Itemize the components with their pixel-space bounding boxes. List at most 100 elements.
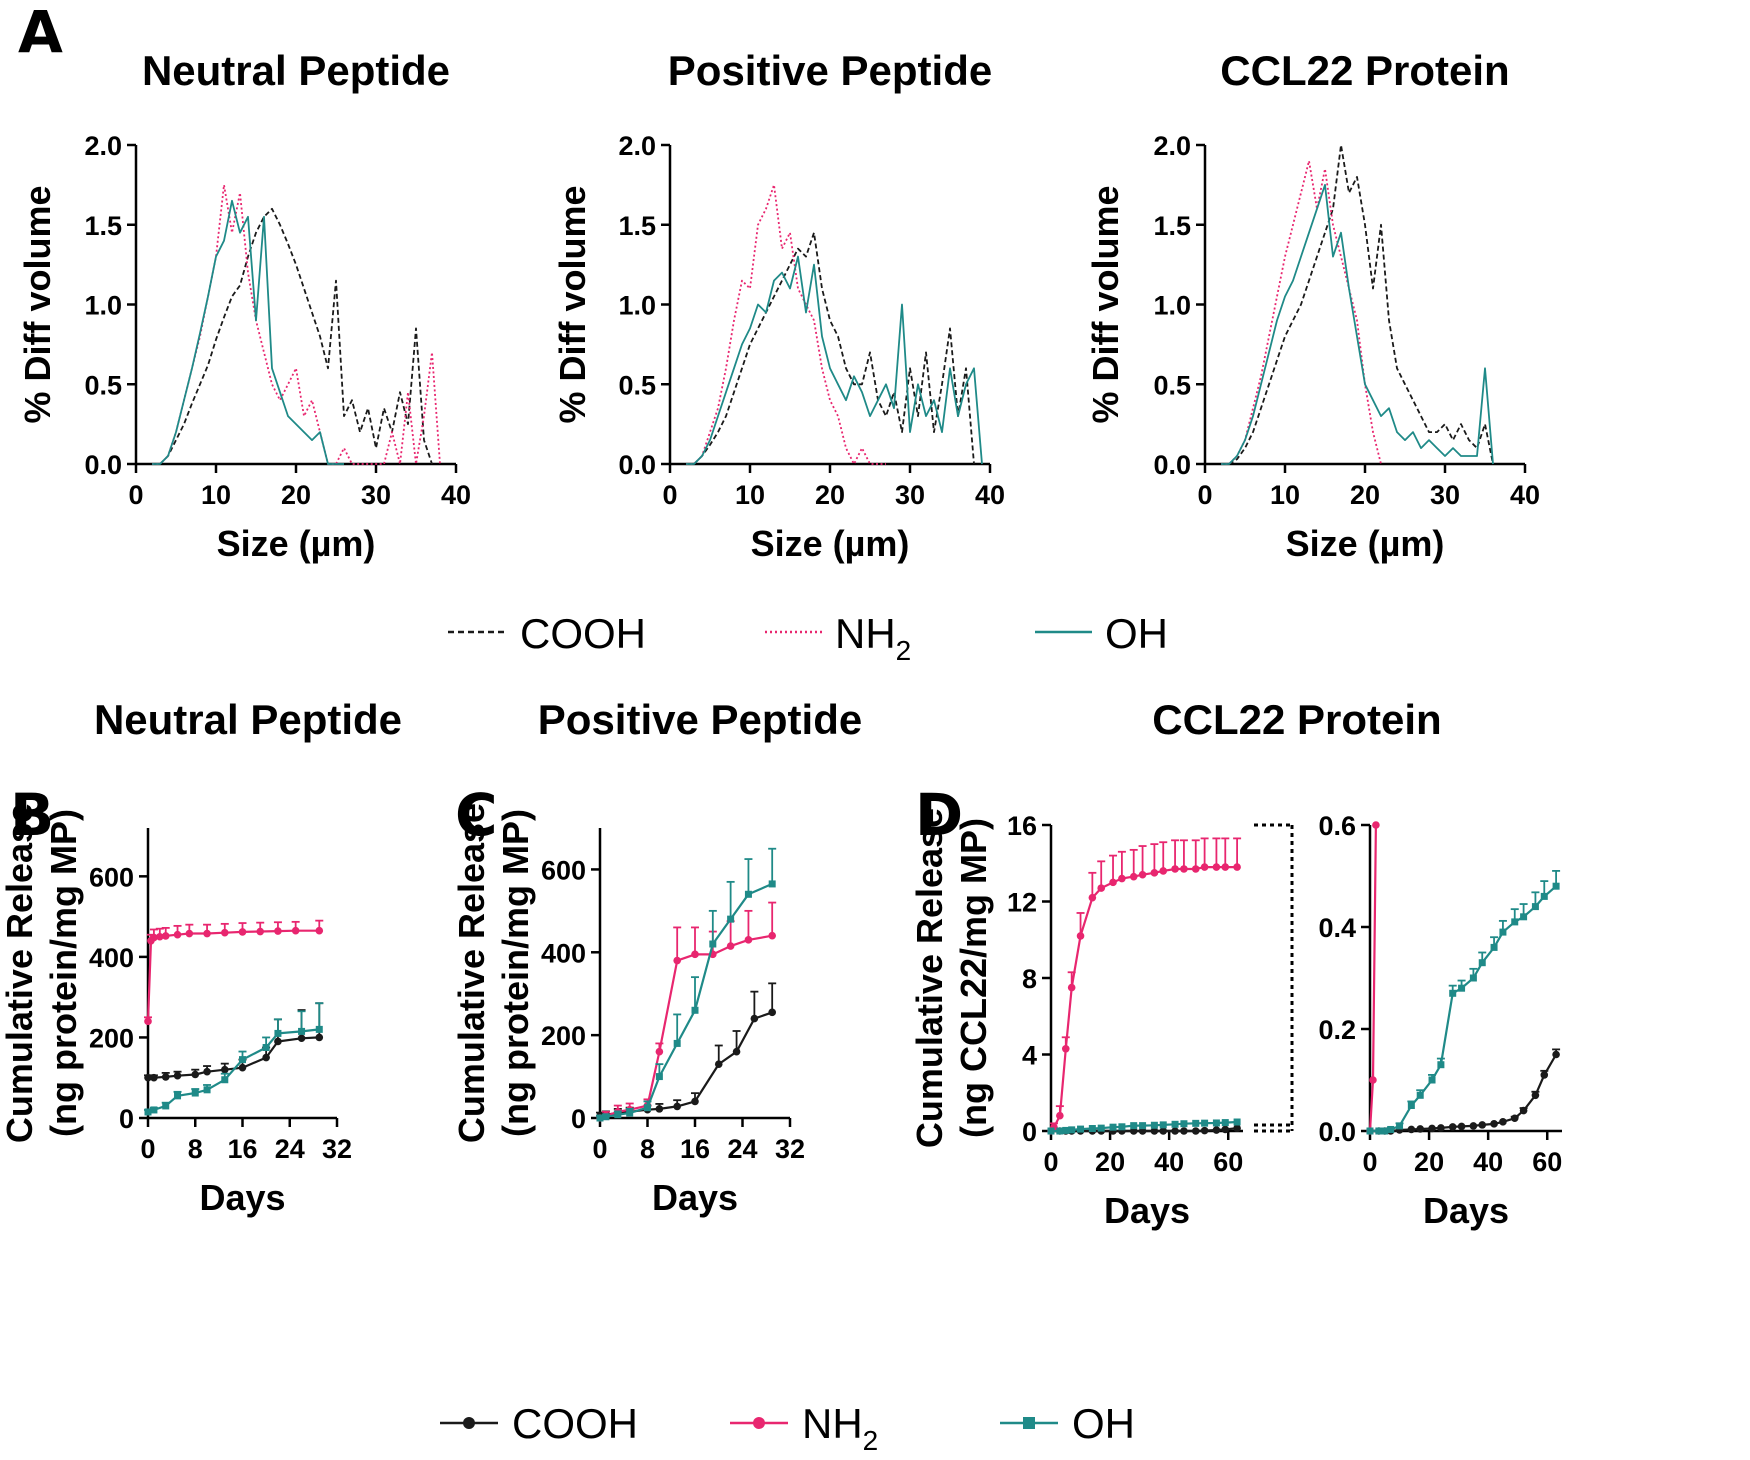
data-point-oh-d1	[1130, 1122, 1138, 1130]
series-cooh-a1	[152, 207, 433, 465]
y-tick-label-c: 200	[541, 1021, 586, 1051]
series-oh-d2	[1366, 870, 1561, 1135]
y-axis-label2-b: (ng protein/mg MP)	[43, 809, 84, 1137]
legend-label-oh: OH	[1105, 610, 1168, 657]
data-point-nh2-b	[144, 1017, 152, 1026]
series-oh-b	[144, 1002, 324, 1116]
chart-c-positive-peptide-release: Positive Peptide 0 8 16 24 32 0 200 400 600 Days Cu…	[451, 696, 862, 1218]
data-point-oh-b	[150, 1106, 158, 1114]
y-tick-label-a2: 1.5	[618, 211, 656, 241]
series-line-oh-a1	[152, 199, 344, 465]
data-point-nh2-d1	[1129, 872, 1138, 881]
data-point-cooh-d2	[1490, 1120, 1498, 1128]
data-point-nh2-d1	[1233, 863, 1241, 871]
x-tick-label-c: 24	[727, 1134, 757, 1164]
series-oh-a1	[152, 199, 344, 465]
x-tick-label-a1: 40	[441, 480, 471, 510]
x-tick-label-a2: 40	[975, 480, 1005, 510]
data-point-nh2-d1	[1191, 865, 1200, 873]
data-point-oh-d1	[1171, 1120, 1179, 1128]
data-point-nh2-d1	[1109, 878, 1117, 887]
data-point-oh-b	[298, 1027, 306, 1035]
x-tick-label-a2: 0	[662, 480, 677, 510]
legend-label-oh-release: OH	[1072, 1400, 1135, 1447]
y-tick-label-a3: 0.0	[1153, 450, 1191, 480]
chart-a2-positive-peptide-size: Positive Peptide 0 10 20 30 40 0.0 0.5 1.0 1.5 2.0…	[552, 47, 1005, 564]
x-tick-label-d2: 40	[1473, 1147, 1503, 1177]
data-point-oh-d1	[1192, 1119, 1200, 1127]
data-point-cooh-d2	[1499, 1118, 1507, 1126]
y-tick-label-a1: 2.0	[84, 131, 122, 161]
data-point-nh2-c	[691, 950, 699, 959]
data-point-cooh-d1	[1212, 1126, 1221, 1134]
series-cooh-a3	[1221, 144, 1494, 465]
data-point-nh2-b	[256, 927, 265, 936]
data-point-cooh-d1	[1221, 1125, 1230, 1134]
size-legend: COOH NH2 OH	[448, 610, 1168, 666]
data-point-cooh-d1	[1150, 1127, 1159, 1135]
x-axis-label-d2: Days	[1423, 1190, 1509, 1231]
legend-label-nh2-release: NH2	[802, 1400, 878, 1456]
data-point-cooh-d2	[1531, 1091, 1540, 1100]
chart-title-a1: Neutral Peptide	[142, 47, 450, 94]
data-point-nh2-d1	[1138, 870, 1147, 879]
data-point-nh2-d1	[1088, 893, 1097, 902]
series-oh-d1	[1047, 1118, 1241, 1135]
series-line-oh-a3	[1221, 183, 1494, 465]
chart-title-c: Positive Peptide	[538, 696, 862, 743]
data-point-nh2-d1	[1056, 1111, 1064, 1120]
x-tick-label-a1: 0	[128, 480, 143, 510]
x-tick-label-d2: 0	[1362, 1147, 1377, 1177]
y-tick-label-d1: 12	[1007, 888, 1037, 918]
y-axis-label2-c: (ng protein/mg MP)	[495, 809, 536, 1137]
data-point-nh2-b	[156, 932, 164, 941]
data-point-nh2-d1	[1150, 869, 1159, 877]
y-axis-label-a2: % Diff volume	[552, 185, 593, 423]
series-line-nh2-b	[146, 929, 320, 1022]
data-point-cooh-b	[315, 1033, 324, 1042]
data-point-nh2-b	[203, 929, 211, 938]
chart-title-d1: CCL22 Protein	[1152, 696, 1441, 743]
data-point-cooh-b	[191, 1070, 200, 1079]
data-point-nh2-b	[220, 928, 229, 937]
data-point-nh2-d1	[1067, 983, 1076, 992]
data-point-oh-d2	[1531, 903, 1539, 911]
data-point-oh-c	[602, 1113, 610, 1121]
data-point-oh-d1	[1139, 1122, 1147, 1130]
data-point-cooh-c	[768, 1008, 776, 1017]
data-point-nh2-b	[274, 927, 282, 935]
data-point-cooh-d2	[1519, 1106, 1528, 1115]
data-point-oh-d1	[1062, 1126, 1070, 1134]
x-tick-label-b: 24	[275, 1134, 305, 1164]
series-nh2-d1	[1047, 837, 1242, 1135]
y-tick-label-d1: 16	[1007, 811, 1037, 841]
x-tick-label-a3: 0	[1197, 480, 1212, 510]
data-point-oh-b	[274, 1029, 282, 1037]
series-line-nh2-d1	[1050, 865, 1238, 1132]
data-point-oh-c	[614, 1111, 622, 1119]
x-tick-label-a3: 30	[1430, 480, 1460, 510]
series-line-nh2-a2	[686, 183, 886, 465]
data-point-nh2-c	[655, 1047, 664, 1056]
legend-label-nh2-release-sub: 2	[863, 1425, 879, 1456]
data-point-oh-d1	[1097, 1124, 1105, 1132]
data-point-oh-d2	[1540, 892, 1548, 900]
y-tick-label-c: 0	[571, 1104, 586, 1134]
data-point-nh2-d1	[1159, 867, 1168, 875]
data-point-nh2-b	[315, 926, 324, 935]
y-tick-label-a1: 0.0	[84, 450, 122, 480]
x-tick-label-a3: 10	[1270, 480, 1300, 510]
chart-d2-ccl22-release-zoom: 0 20 40 60 0.0 0.2 0.4 0.6 Days	[1318, 811, 1562, 1231]
chart-title-b: Neutral Peptide	[94, 696, 402, 743]
data-point-nh2-c	[744, 936, 753, 944]
data-point-oh-d1	[1212, 1119, 1220, 1127]
release-legend: COOH NH2 OH	[440, 1400, 1135, 1456]
data-point-oh-d2	[1381, 1127, 1389, 1135]
x-tick-label-c: 0	[592, 1134, 607, 1164]
data-point-oh-d2	[1449, 989, 1457, 997]
y-tick-label-a2: 0.0	[618, 450, 656, 480]
x-axis-label-a2: Size (µm)	[751, 523, 910, 564]
data-point-nh2-b	[238, 928, 247, 936]
data-point-cooh-c	[750, 1014, 759, 1023]
data-point-nh2-c	[673, 956, 681, 965]
